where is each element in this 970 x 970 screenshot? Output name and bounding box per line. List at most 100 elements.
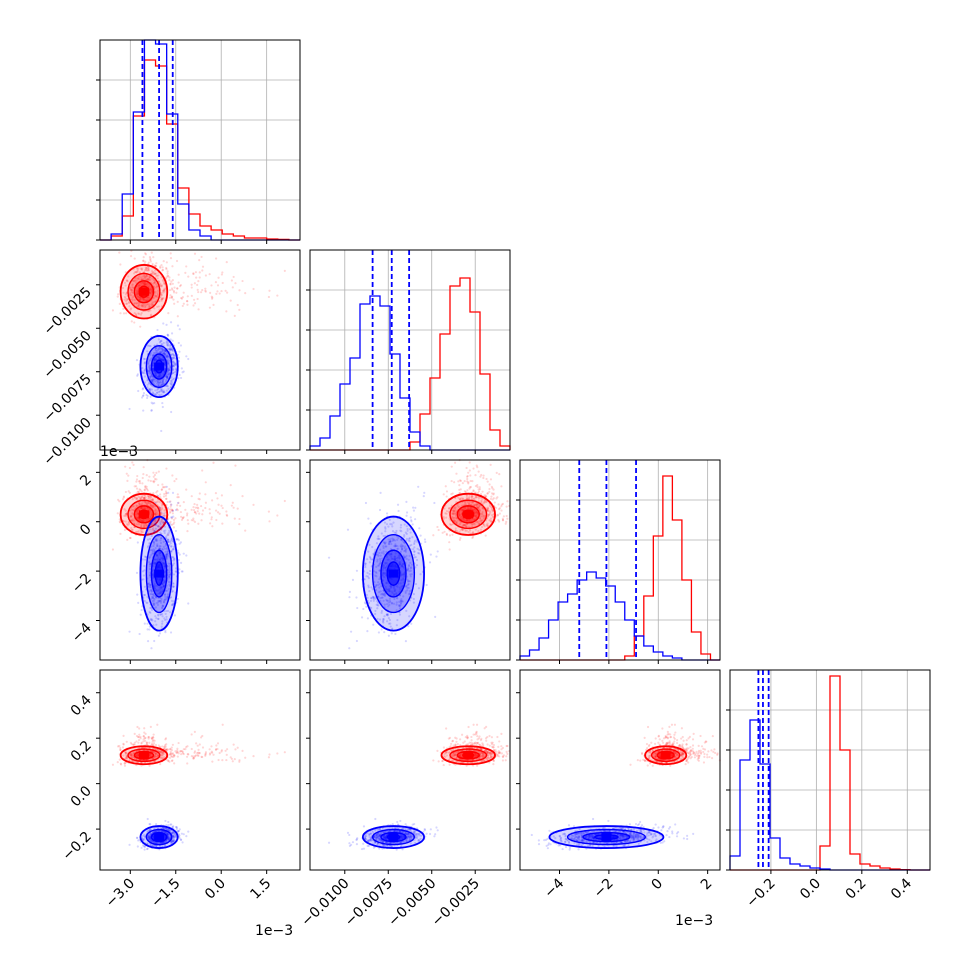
scatter-point bbox=[167, 491, 170, 494]
scatter-point bbox=[173, 614, 177, 617]
scatter-point bbox=[131, 296, 134, 299]
scatter-point bbox=[173, 521, 176, 524]
scatter-point bbox=[131, 291, 135, 294]
scatter-point bbox=[216, 497, 219, 500]
scatter-point bbox=[472, 467, 475, 470]
scatter-point bbox=[121, 498, 125, 501]
scatter-point bbox=[217, 276, 220, 279]
scatter-point bbox=[267, 510, 270, 513]
scatter-point bbox=[153, 264, 156, 267]
scatter-point bbox=[152, 255, 155, 259]
scatter-point bbox=[229, 299, 232, 302]
scatter-point bbox=[124, 312, 128, 315]
scatter-point bbox=[163, 745, 166, 748]
scatter-point bbox=[501, 502, 505, 505]
scatter-point bbox=[200, 755, 203, 758]
scatter-point bbox=[184, 508, 187, 511]
scatter-point bbox=[143, 274, 146, 277]
scatter-point bbox=[132, 280, 135, 283]
scatter-point bbox=[176, 504, 179, 507]
scatter-point bbox=[185, 514, 189, 517]
scatter-point bbox=[155, 262, 158, 265]
scatter-point bbox=[214, 492, 218, 495]
scatter-point bbox=[198, 512, 201, 515]
scatter-point bbox=[164, 288, 167, 291]
panel-bg bbox=[100, 250, 300, 450]
panel-3-0 bbox=[96, 669, 301, 874]
scatter-point bbox=[142, 392, 146, 395]
scatter-point bbox=[405, 511, 409, 514]
scatter-point bbox=[226, 291, 229, 294]
scatter-point bbox=[363, 601, 367, 604]
scatter-point bbox=[204, 493, 207, 496]
scatter-point bbox=[220, 273, 224, 276]
scatter-point bbox=[149, 479, 152, 483]
scatter-point bbox=[233, 758, 236, 761]
scatter-point bbox=[169, 321, 173, 324]
scatter-point bbox=[160, 511, 163, 514]
scatter-point bbox=[122, 307, 125, 310]
scatter-point bbox=[348, 590, 352, 593]
scatter-point bbox=[200, 255, 203, 259]
scatter-point bbox=[141, 482, 144, 485]
scatter-point bbox=[481, 490, 484, 493]
scatter-point bbox=[198, 276, 201, 279]
density-peak bbox=[138, 287, 149, 296]
scatter-point bbox=[495, 471, 498, 474]
scatter-point bbox=[149, 314, 153, 317]
scatter-point bbox=[157, 280, 160, 283]
scatter-point bbox=[410, 622, 413, 625]
scatter-point bbox=[186, 752, 189, 756]
scatter-point bbox=[171, 265, 174, 268]
scatter-point bbox=[177, 496, 180, 499]
scatter-point bbox=[170, 410, 173, 414]
scatter-point bbox=[157, 495, 160, 498]
scatter-point bbox=[164, 737, 168, 740]
scatter-point bbox=[138, 480, 142, 483]
scatter-point bbox=[157, 289, 160, 292]
scatter-point bbox=[169, 753, 172, 756]
scatter-point bbox=[218, 292, 221, 295]
scatter-point bbox=[366, 617, 369, 620]
scatter-point bbox=[192, 508, 196, 512]
scatter-point bbox=[169, 283, 172, 286]
scatter-point bbox=[172, 289, 176, 293]
scatter-point bbox=[176, 597, 179, 600]
scatter-point bbox=[161, 401, 164, 405]
scatter-point bbox=[157, 744, 160, 747]
scatter-point bbox=[146, 640, 150, 643]
scatter-point bbox=[137, 741, 140, 744]
scatter-point bbox=[428, 561, 432, 564]
scatter-point bbox=[161, 405, 164, 409]
scatter-point bbox=[137, 277, 141, 281]
scatter-point bbox=[178, 373, 181, 377]
scatter-point bbox=[185, 265, 188, 268]
scatter-point bbox=[229, 483, 232, 487]
density-peak bbox=[138, 510, 149, 519]
scatter-point bbox=[190, 508, 193, 511]
scatter-point bbox=[461, 482, 464, 485]
scatter-point bbox=[445, 533, 449, 536]
scatter-point bbox=[152, 739, 155, 742]
scatter-point bbox=[171, 509, 174, 513]
scatter-point bbox=[167, 275, 170, 278]
scatter-point bbox=[162, 260, 165, 263]
scatter-point bbox=[178, 568, 181, 571]
scatter-point bbox=[182, 302, 185, 305]
scatter-point bbox=[224, 289, 227, 292]
scatter-point bbox=[212, 303, 215, 307]
scatter-point bbox=[179, 750, 182, 753]
scatter-point bbox=[160, 488, 164, 491]
scatter-point bbox=[225, 513, 228, 516]
scatter-point bbox=[365, 605, 368, 608]
scatter-point bbox=[140, 608, 143, 612]
scatter-point bbox=[505, 514, 508, 518]
scatter-point bbox=[498, 473, 501, 476]
scatter-point bbox=[465, 466, 468, 470]
scatter-point bbox=[236, 507, 239, 510]
density-peak bbox=[154, 362, 165, 371]
scatter-point bbox=[169, 294, 172, 297]
scatter-point bbox=[506, 517, 509, 520]
scatter-point bbox=[435, 555, 438, 558]
scatter-point bbox=[127, 275, 130, 278]
